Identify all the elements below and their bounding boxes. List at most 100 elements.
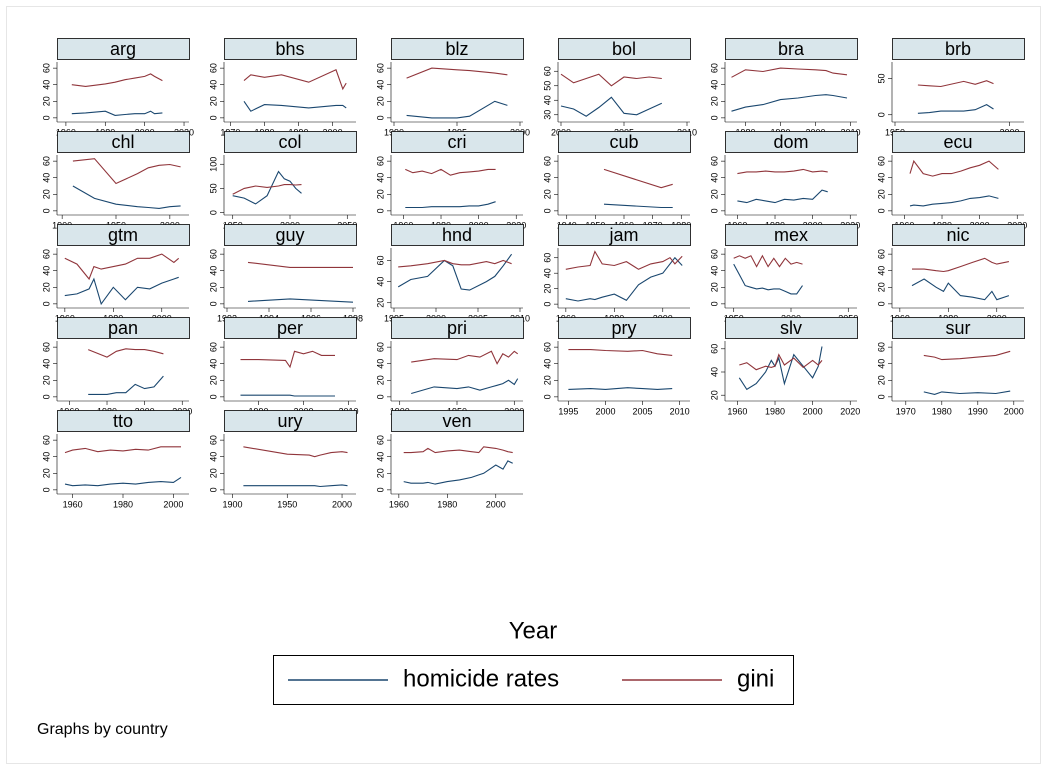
y-tick-label: 40 <box>542 173 552 183</box>
x-tick-label: 2000 <box>803 406 823 416</box>
panel-title-box <box>224 410 357 432</box>
y-tick-label: 0 <box>41 394 51 399</box>
panel-title-box <box>224 317 357 339</box>
series-line <box>912 257 1010 273</box>
series-line <box>565 256 683 302</box>
panel-title: guy <box>275 225 304 245</box>
y-tick-label: 20 <box>709 96 719 106</box>
x-tick-label: 2000 <box>595 406 615 416</box>
series-line <box>403 446 513 454</box>
y-tick-label: 40 <box>709 266 719 276</box>
panel-title: bra <box>778 39 805 59</box>
y-tick-label: 0 <box>876 301 886 306</box>
y-tick-label: 60 <box>542 342 552 352</box>
y-tick-label: 20 <box>876 189 886 199</box>
y-tick-label: 40 <box>375 277 385 287</box>
y-tick-label: 40 <box>876 359 886 369</box>
y-tick-label: 20 <box>709 189 719 199</box>
panel-title: ury <box>277 411 302 431</box>
y-tick-label: 40 <box>41 173 51 183</box>
y-tick-label: 0 <box>41 487 51 492</box>
y-tick-label: 60 <box>375 63 385 73</box>
panel-title: nic <box>946 225 969 245</box>
series-line <box>603 168 673 189</box>
y-tick-label: 40 <box>709 80 719 90</box>
y-tick-label: 60 <box>542 156 552 166</box>
series-line <box>739 353 823 371</box>
series-line <box>406 100 508 119</box>
panel-title-box <box>558 131 691 153</box>
series-line <box>243 484 348 488</box>
x-tick-label: 1980 <box>437 499 457 509</box>
panel-title-box <box>892 38 1025 60</box>
x-tick-label: 1960 <box>389 499 409 509</box>
panel-title: brb <box>945 39 971 59</box>
series-line <box>737 168 828 175</box>
y-tick-label: 60 <box>208 342 218 352</box>
panel-title-box <box>558 224 691 246</box>
y-tick-label: 20 <box>375 468 385 478</box>
series-line <box>568 349 673 356</box>
panel-title-box <box>892 317 1025 339</box>
series-line <box>64 276 179 306</box>
series-line <box>64 446 181 454</box>
y-tick-label: 40 <box>709 367 719 377</box>
y-tick-label: 20 <box>41 189 51 199</box>
series-line <box>72 185 181 209</box>
series-line <box>243 100 347 112</box>
panel-title-box <box>725 317 858 339</box>
y-tick-label: 0 <box>709 301 719 306</box>
note: Graphs by country <box>37 721 168 738</box>
y-tick-label: 20 <box>709 390 719 400</box>
y-tick-label: 0 <box>208 210 218 215</box>
x-tick-label: 2005 <box>633 406 653 416</box>
series-line <box>403 460 513 485</box>
y-tick-label: 20 <box>542 284 552 294</box>
series-line <box>240 350 335 369</box>
panel-title-box <box>57 38 190 60</box>
legend-label: homicide rates <box>403 665 559 692</box>
panel-title-box <box>391 38 524 60</box>
y-tick-label: 0 <box>375 115 385 120</box>
y-tick-label: 40 <box>542 95 552 105</box>
y-tick-label: 40 <box>208 452 218 462</box>
panel-title-box <box>224 38 357 60</box>
series-line <box>398 259 512 268</box>
series-line <box>738 346 823 391</box>
panel-title: jam <box>608 225 638 245</box>
y-tick-label: 60 <box>709 63 719 73</box>
panel-title: chl <box>111 132 134 152</box>
y-tick-label: 40 <box>542 268 552 278</box>
panel-title-box <box>57 410 190 432</box>
panel-title-box <box>725 38 858 60</box>
series-line <box>560 73 662 87</box>
x-tick-label: 1995 <box>558 406 578 416</box>
series-line <box>737 189 828 204</box>
y-tick-label: 20 <box>375 375 385 385</box>
y-tick-label: 60 <box>709 156 719 166</box>
y-tick-label: 40 <box>41 80 51 90</box>
series-line <box>911 278 1010 301</box>
y-tick-label: 40 <box>375 452 385 462</box>
panel-title: bhs <box>275 39 304 59</box>
legend-label: gini <box>737 665 774 692</box>
y-tick-label: 60 <box>208 435 218 445</box>
series-line <box>240 394 335 397</box>
x-tick-label: 2000 <box>332 499 352 509</box>
y-tick-label: 20 <box>542 375 552 385</box>
series-line <box>733 263 803 295</box>
x-tick-label: 1950 <box>277 499 297 509</box>
y-tick-label: 20 <box>375 189 385 199</box>
y-tick-label: 20 <box>41 96 51 106</box>
y-tick-label: 40 <box>375 173 385 183</box>
y-tick-label: 50 <box>208 183 218 193</box>
panel-title-box <box>57 317 190 339</box>
y-tick-label: 0 <box>208 487 218 492</box>
panel-title-box <box>391 131 524 153</box>
y-tick-label: 0 <box>876 112 886 117</box>
series-line <box>243 69 347 91</box>
y-tick-label: 20 <box>709 282 719 292</box>
y-tick-label: 0 <box>876 208 886 213</box>
panel-title-box <box>558 317 691 339</box>
